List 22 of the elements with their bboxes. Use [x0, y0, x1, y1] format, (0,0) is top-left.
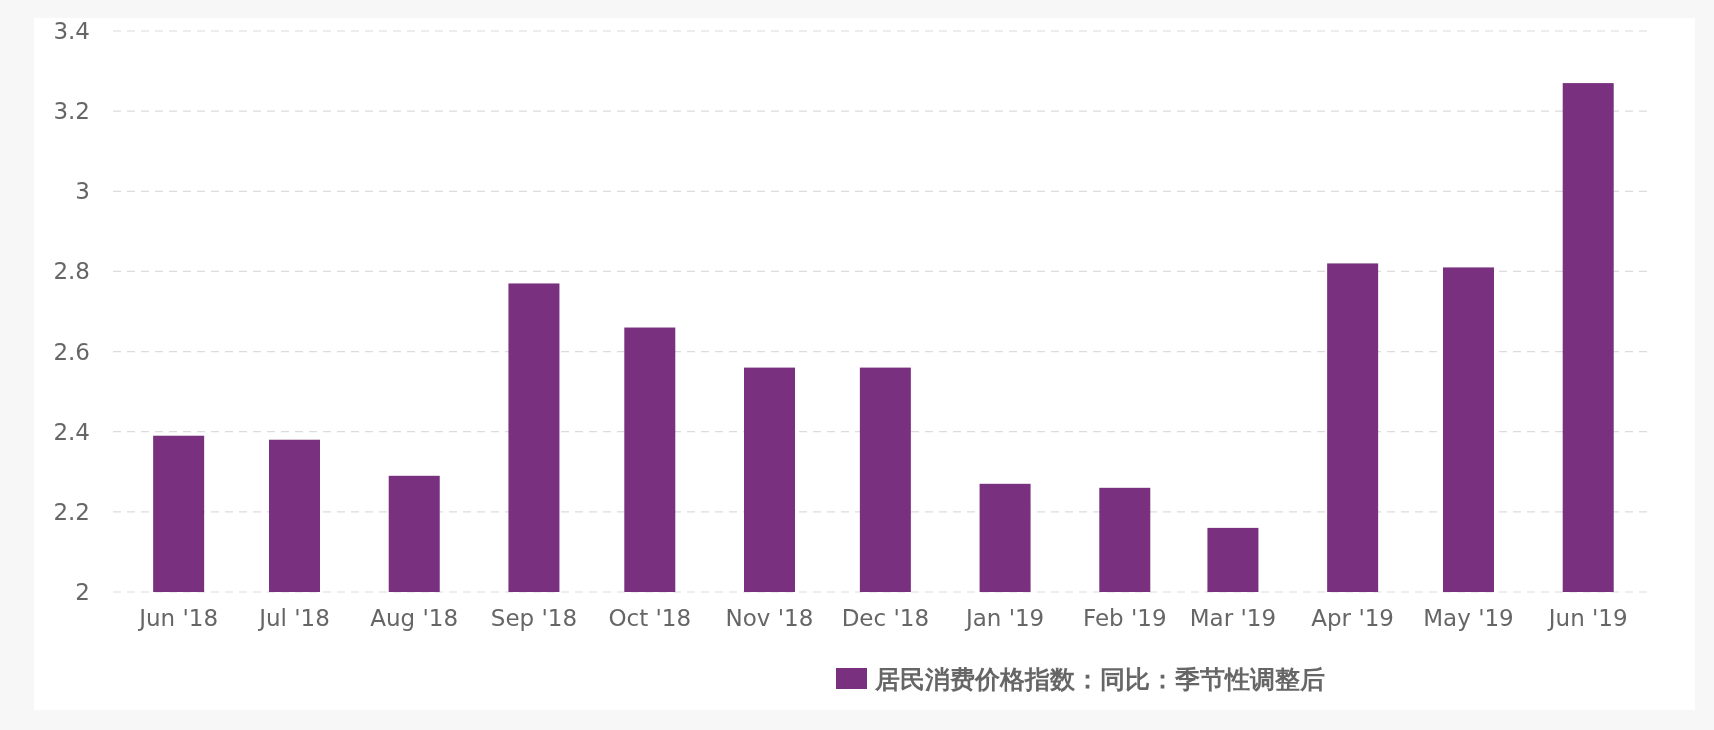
y-tick-label: 2.8: [53, 258, 90, 285]
x-tick-label: Jun '18: [137, 605, 219, 631]
legend: 居民消费价格指数：同比：季节性调整后: [836, 664, 1325, 694]
x-tick-label: Mar '19: [1189, 605, 1277, 631]
x-tick-label: Sep '18: [490, 605, 578, 631]
x-tick-label: May '19: [1423, 605, 1514, 631]
y-tick-label: 2: [75, 579, 90, 605]
x-tick-label: Apr '19: [1311, 605, 1394, 631]
x-tick-label: Dec '18: [841, 605, 930, 631]
x-tick-label: Jul '18: [257, 605, 330, 631]
y-tick-label: 2.6: [53, 338, 90, 365]
x-tick-label: Jun '19: [1546, 605, 1628, 631]
x-tick-label: Jan '19: [963, 605, 1045, 631]
y-tick-label: 3.4: [53, 18, 90, 44]
y-tick-label: 2.2: [53, 498, 90, 525]
y-tick-label: 3.2: [53, 98, 90, 125]
y-tick-label: 3: [75, 178, 90, 205]
x-tick-label: Nov '18: [725, 605, 814, 631]
x-tick-label: Oct '18: [608, 605, 692, 631]
x-tick-label: Aug '18: [370, 605, 459, 631]
y-tick-label: 2.4: [53, 418, 90, 445]
x-tick-label: Feb '19: [1082, 605, 1167, 631]
